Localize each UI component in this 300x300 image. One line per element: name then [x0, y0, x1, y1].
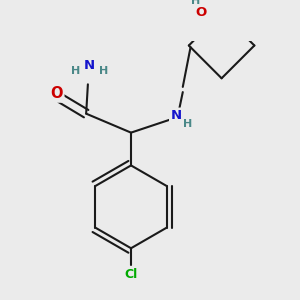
Text: H: H — [99, 65, 108, 76]
Text: H: H — [71, 65, 80, 76]
Text: H: H — [191, 0, 200, 6]
Text: H: H — [183, 119, 193, 129]
Text: N: N — [170, 109, 182, 122]
Text: O: O — [195, 6, 206, 19]
Text: O: O — [51, 86, 63, 101]
Text: N: N — [84, 59, 95, 72]
Text: Cl: Cl — [124, 268, 138, 281]
